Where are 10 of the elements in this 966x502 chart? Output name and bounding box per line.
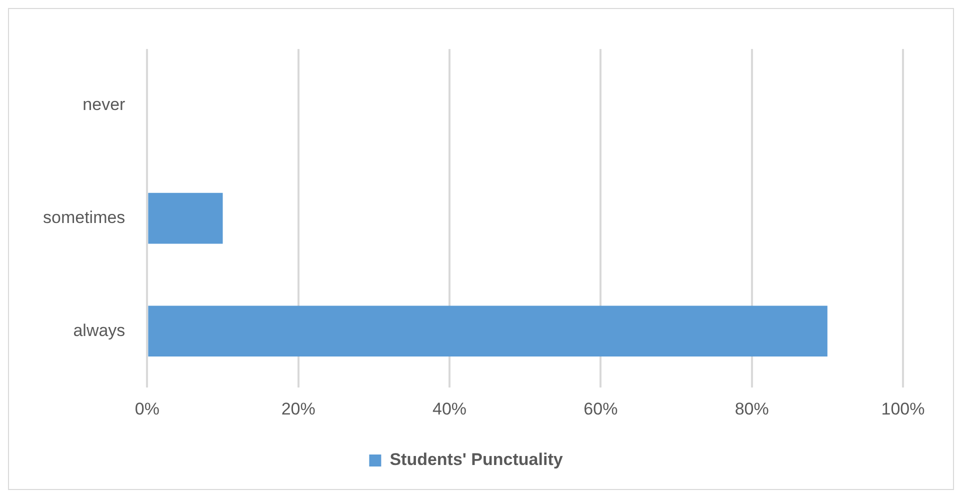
y-tick-label: always (73, 320, 126, 340)
x-tick-label: 0% (134, 399, 160, 418)
x-tick-label: 100% (881, 399, 925, 418)
x-tick-label: 20% (281, 399, 316, 418)
x-tick-label: 40% (432, 399, 467, 418)
legend-label: Students' Punctuality (390, 450, 564, 470)
y-tick-label: never (82, 95, 126, 114)
y-tick-label: sometimes (43, 208, 126, 227)
x-tick-label: 60% (584, 399, 618, 418)
x-tick-label: 80% (734, 399, 769, 418)
